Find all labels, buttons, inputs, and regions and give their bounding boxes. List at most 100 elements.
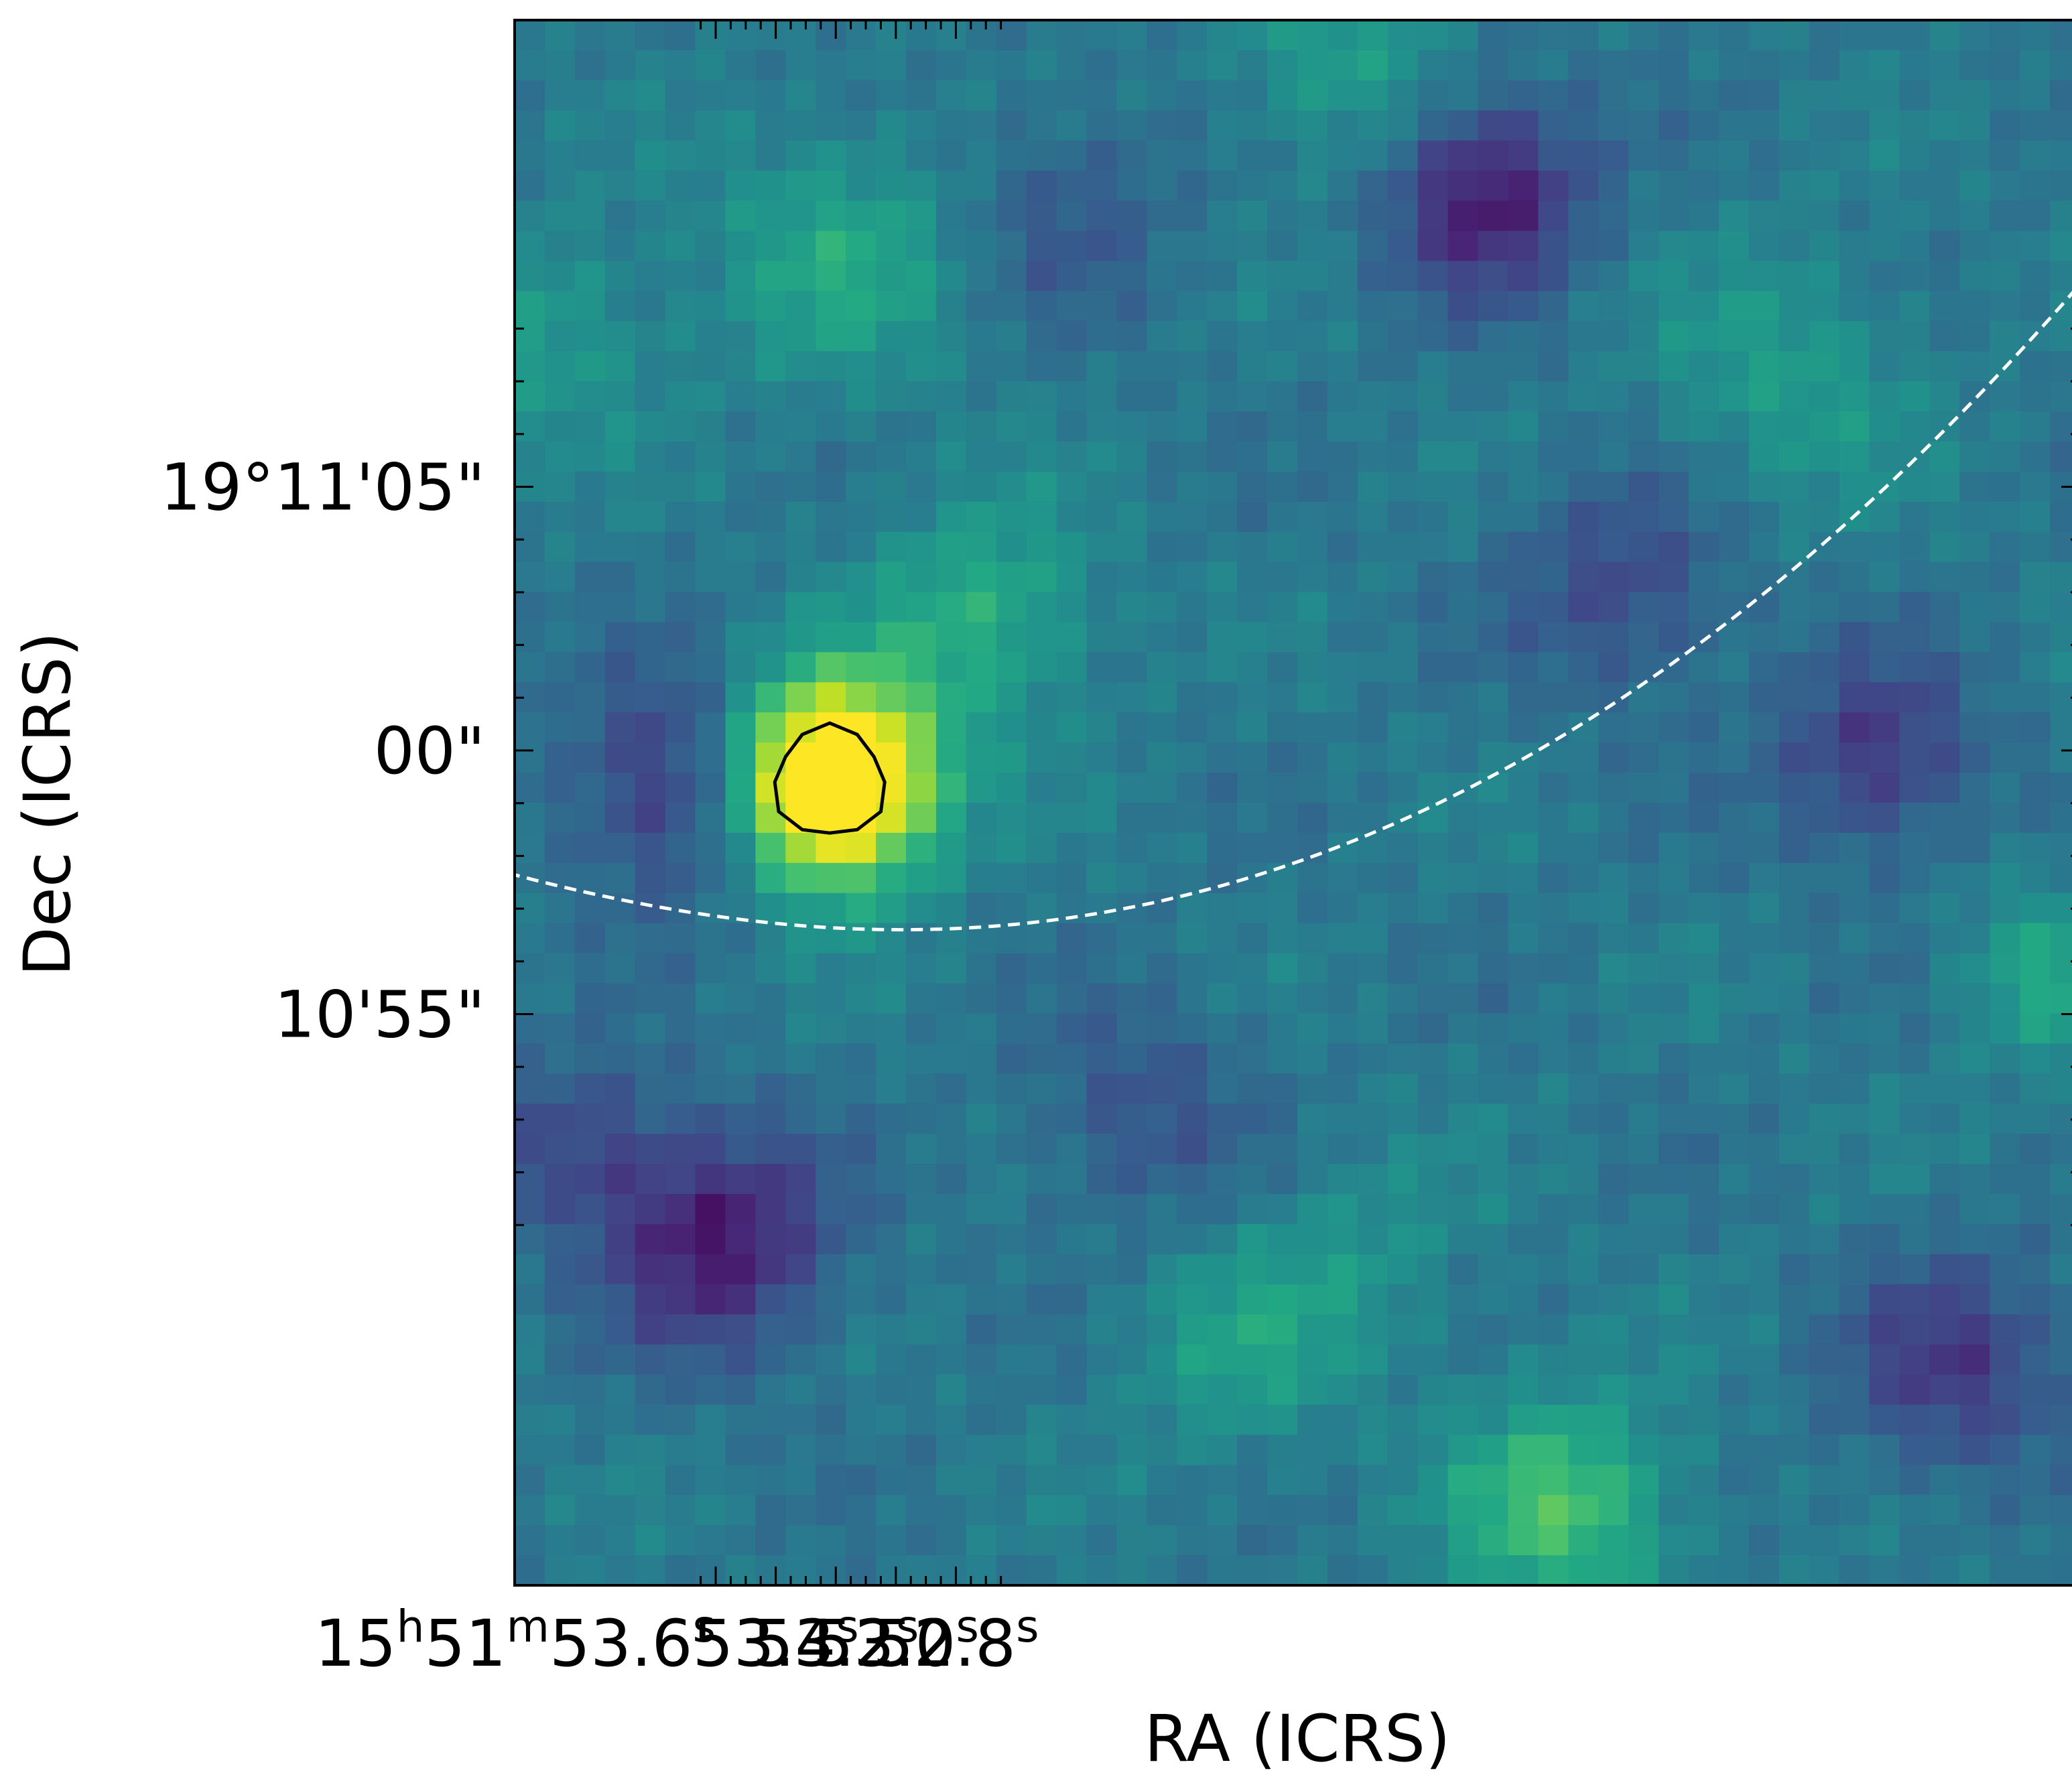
heatmap-cell bbox=[1718, 712, 1750, 743]
heatmap-cell bbox=[635, 1404, 666, 1435]
heatmap-cell bbox=[1628, 592, 1659, 623]
heatmap-cell bbox=[1689, 471, 1720, 503]
heatmap-cell bbox=[846, 531, 877, 563]
heatmap-cell bbox=[1447, 1465, 1479, 1496]
heatmap-cell bbox=[1417, 110, 1449, 141]
heatmap-cell bbox=[515, 1013, 545, 1044]
heatmap-cell bbox=[816, 1194, 846, 1225]
heatmap-cell bbox=[1086, 1404, 1118, 1435]
heatmap-cell bbox=[1659, 471, 1689, 503]
heatmap-cell bbox=[876, 682, 907, 713]
heatmap-cell bbox=[1929, 1314, 1960, 1345]
heatmap-cell bbox=[1929, 110, 1960, 141]
heatmap-cell bbox=[816, 592, 846, 623]
heatmap-cell bbox=[665, 531, 696, 563]
heatmap-cell bbox=[1628, 230, 1659, 261]
heatmap-cell bbox=[876, 742, 907, 773]
heatmap-cell bbox=[604, 261, 636, 291]
heatmap-cell bbox=[1568, 832, 1599, 864]
heatmap-cell bbox=[1147, 1284, 1177, 1315]
heatmap-cell bbox=[785, 561, 816, 593]
heatmap-cell bbox=[1478, 230, 1509, 261]
heatmap-cell bbox=[1478, 1073, 1509, 1104]
heatmap-cell bbox=[2050, 50, 2072, 81]
heatmap-cell bbox=[1207, 622, 1238, 653]
heatmap-cell bbox=[1839, 20, 1870, 51]
heatmap-cell bbox=[876, 1404, 907, 1435]
heatmap-cell bbox=[996, 441, 1027, 472]
heatmap-cell bbox=[2020, 1284, 2051, 1315]
heatmap-cell bbox=[574, 712, 606, 743]
heatmap-cell bbox=[2020, 1495, 2051, 1526]
heatmap-cell bbox=[725, 1374, 756, 1406]
heatmap-cell bbox=[1417, 381, 1449, 412]
heatmap-cell bbox=[1237, 20, 1268, 51]
heatmap-cell bbox=[1207, 1314, 1238, 1345]
heatmap-cell bbox=[695, 862, 726, 894]
heatmap-cell bbox=[1056, 1073, 1088, 1104]
heatmap-cell bbox=[1869, 682, 1900, 713]
heatmap-cell bbox=[1659, 892, 1689, 924]
heatmap-cell bbox=[1538, 110, 1569, 141]
heatmap-cell bbox=[1237, 561, 1268, 593]
heatmap-cell bbox=[1056, 1495, 1088, 1526]
heatmap-cell bbox=[1598, 652, 1629, 683]
heatmap-cell bbox=[1417, 923, 1449, 954]
heatmap-cell bbox=[1417, 230, 1449, 261]
heatmap-cell bbox=[1357, 261, 1388, 291]
heatmap-cell bbox=[1357, 1314, 1388, 1345]
heatmap-cell bbox=[1718, 1525, 1750, 1556]
y-tick-label: 10'55" bbox=[274, 978, 485, 1053]
heatmap-cell bbox=[846, 1043, 877, 1074]
heatmap-cell bbox=[1357, 381, 1388, 412]
heatmap-cell bbox=[665, 1223, 696, 1255]
heatmap-cell bbox=[1929, 1435, 1960, 1465]
heatmap-cell bbox=[1297, 1254, 1328, 1285]
heatmap-cell bbox=[604, 773, 636, 803]
heatmap-cell bbox=[1237, 1374, 1268, 1406]
heatmap-cell bbox=[1207, 1104, 1238, 1134]
heatmap-cell bbox=[1417, 321, 1449, 352]
heatmap-cell bbox=[1508, 411, 1539, 442]
heatmap-cell bbox=[1267, 1164, 1298, 1195]
heatmap-cell bbox=[604, 1073, 636, 1104]
heatmap-cell bbox=[1417, 1435, 1449, 1465]
heatmap-cell bbox=[1959, 682, 1990, 713]
heatmap-cell bbox=[515, 140, 545, 172]
heatmap-cell bbox=[816, 803, 846, 834]
heatmap-cell bbox=[1447, 170, 1479, 202]
heatmap-cell bbox=[1177, 1284, 1208, 1315]
heatmap-cell bbox=[574, 832, 606, 864]
heatmap-cell bbox=[1598, 50, 1629, 81]
heatmap-cell bbox=[1056, 773, 1088, 803]
heatmap-cell bbox=[544, 983, 576, 1014]
heatmap-cell bbox=[846, 471, 877, 503]
heatmap-cell bbox=[695, 742, 726, 773]
heatmap-cell bbox=[846, 1284, 877, 1315]
heatmap-cell bbox=[1357, 501, 1388, 533]
heatmap-cell bbox=[1899, 622, 1930, 653]
heatmap-cell bbox=[755, 1284, 786, 1315]
heatmap-cell bbox=[665, 682, 696, 713]
heatmap-cell bbox=[1327, 1525, 1358, 1556]
heatmap-cell bbox=[1297, 561, 1328, 593]
heatmap-cell bbox=[876, 1013, 907, 1044]
heatmap-cell bbox=[635, 230, 666, 261]
heatmap-cell bbox=[635, 832, 666, 864]
heatmap-cell bbox=[1538, 1223, 1569, 1255]
heatmap-cell bbox=[1297, 1555, 1328, 1585]
heatmap-cell bbox=[1086, 1555, 1118, 1585]
heatmap-cell bbox=[935, 501, 967, 533]
heatmap-cell bbox=[2050, 200, 2072, 232]
heatmap-cell bbox=[1689, 953, 1720, 984]
heatmap-cell bbox=[1869, 531, 1900, 563]
heatmap-cell bbox=[1357, 140, 1388, 172]
heatmap-cell bbox=[574, 230, 606, 261]
heatmap-cell bbox=[1990, 712, 2020, 743]
heatmap-cell bbox=[1177, 983, 1208, 1014]
heatmap-cell bbox=[1568, 1194, 1599, 1225]
heatmap-cell bbox=[1869, 291, 1900, 322]
heatmap-cell bbox=[1839, 261, 1870, 291]
heatmap-cell bbox=[665, 1013, 696, 1044]
heatmap-cell bbox=[1659, 351, 1689, 382]
